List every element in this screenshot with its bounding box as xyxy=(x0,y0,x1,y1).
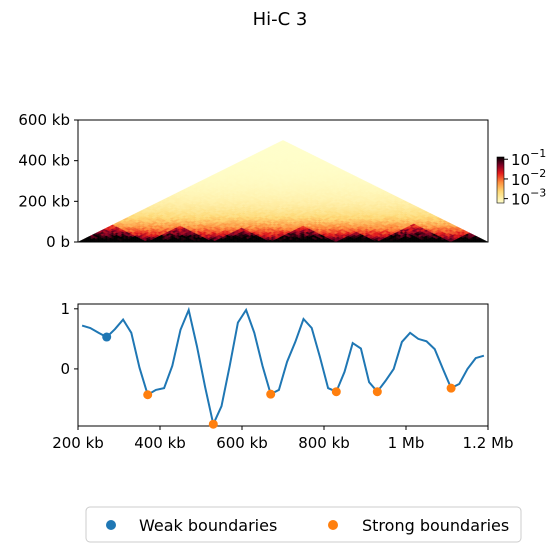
figure-title: Hi-C 3 xyxy=(253,9,308,30)
hic-cells xyxy=(78,140,488,242)
